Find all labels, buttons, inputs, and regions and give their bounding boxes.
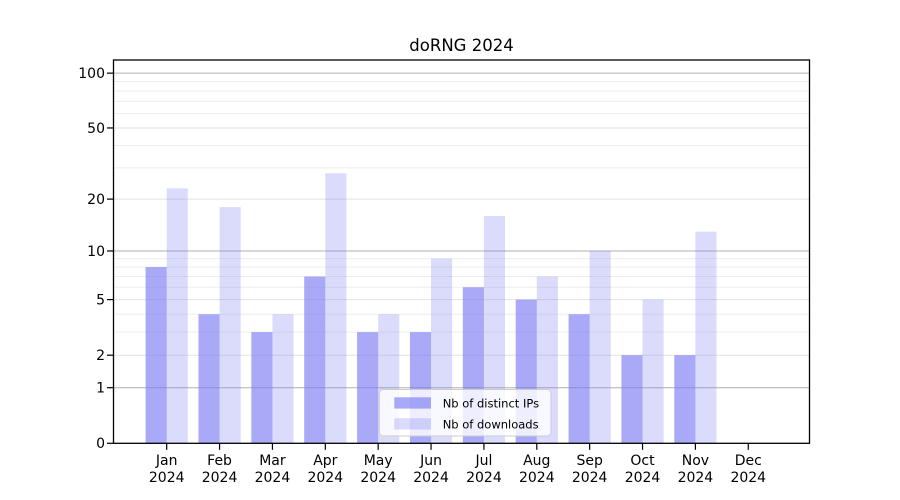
x-axis-tick-label-year: 2024 bbox=[202, 470, 238, 486]
x-axis-tick-label-year: 2024 bbox=[307, 470, 343, 486]
bar-distinct-ips-jan bbox=[145, 267, 167, 444]
x-axis-tick-label-month: Sep bbox=[576, 453, 603, 469]
bar-downloads-jan bbox=[166, 188, 188, 444]
y-axis-tick-label: 2 bbox=[96, 348, 105, 364]
bar-distinct-ips-mar bbox=[251, 332, 273, 444]
legend-swatch-downloads bbox=[394, 418, 431, 430]
x-axis-tick-label-year: 2024 bbox=[572, 470, 608, 486]
bar-distinct-ips-apr bbox=[304, 276, 326, 444]
x-axis-tick-label-year: 2024 bbox=[255, 470, 291, 486]
bar-distinct-ips-may bbox=[357, 332, 379, 444]
x-axis-tick-label-year: 2024 bbox=[360, 470, 396, 486]
bar-downloads-nov bbox=[695, 231, 717, 444]
x-axis-tick-label-year: 2024 bbox=[678, 470, 714, 486]
x-axis-tick-label-month: Dec bbox=[735, 453, 762, 469]
x-axis-tick-label-month: Nov bbox=[682, 453, 709, 469]
x-axis-tick-label-year: 2024 bbox=[730, 470, 766, 486]
x-axis-tick-label-month: May bbox=[364, 453, 393, 469]
y-axis-tick-label: 1 bbox=[96, 381, 105, 397]
x-axis-tick-label-month: Aug bbox=[523, 453, 550, 469]
x-axis: Jan2024Feb2024Mar2024Apr2024May2024Jun20… bbox=[149, 443, 766, 486]
bar-downloads-jul bbox=[483, 216, 506, 444]
bar-distinct-ips-nov bbox=[674, 355, 696, 444]
y-axis-tick-label: 5 bbox=[96, 292, 105, 308]
y-axis-tick-label: 10 bbox=[87, 244, 105, 260]
bar-distinct-ips-sep bbox=[568, 314, 590, 444]
minor-gridlines bbox=[113, 81, 810, 333]
legend-label-downloads: Nb of downloads bbox=[443, 418, 539, 432]
bar-downloads-mar bbox=[272, 314, 294, 444]
y-axis-tick-label: 20 bbox=[87, 192, 105, 208]
x-axis-tick-label-year: 2024 bbox=[413, 470, 449, 486]
x-axis-tick-label-month: Jul bbox=[474, 453, 492, 469]
x-axis-tick-label-month: Jun bbox=[419, 453, 442, 469]
x-axis-tick-label-month: Oct bbox=[630, 453, 655, 469]
bar-distinct-ips-oct bbox=[621, 355, 643, 444]
y-axis-tick-label: 50 bbox=[87, 121, 105, 137]
x-axis-tick-label-month: Mar bbox=[259, 453, 286, 469]
x-axis-tick-label-year: 2024 bbox=[625, 470, 661, 486]
legend: Nb of distinct IPs Nb of downloads bbox=[378, 389, 552, 437]
legend-label-distinct-ips: Nb of distinct IPs bbox=[443, 397, 539, 411]
x-axis-tick-label-year: 2024 bbox=[519, 470, 555, 486]
bar-downloads-feb bbox=[219, 207, 241, 444]
x-axis-tick-label-year: 2024 bbox=[466, 470, 502, 486]
y-axis: 0 1 2 5 10 20 50 100 bbox=[78, 66, 114, 452]
chart-title: doRNG 2024 bbox=[409, 36, 513, 55]
bar-distinct-ips-feb bbox=[198, 314, 220, 444]
x-axis-tick-label-month: Jan bbox=[155, 453, 178, 469]
legend-swatch-distinct-ips bbox=[394, 397, 431, 409]
bar-downloads-oct bbox=[642, 299, 664, 444]
bar-downloads-sep bbox=[589, 250, 611, 444]
bar-downloads-apr bbox=[325, 173, 347, 444]
y-axis-tick-label: 0 bbox=[96, 436, 105, 452]
x-axis-tick-label-month: Apr bbox=[313, 453, 337, 469]
y-axis-tick-label: 100 bbox=[78, 66, 105, 82]
x-axis-tick-label-month: Feb bbox=[207, 453, 232, 469]
x-axis-tick-label-year: 2024 bbox=[149, 470, 185, 486]
plot-border bbox=[112, 59, 811, 444]
